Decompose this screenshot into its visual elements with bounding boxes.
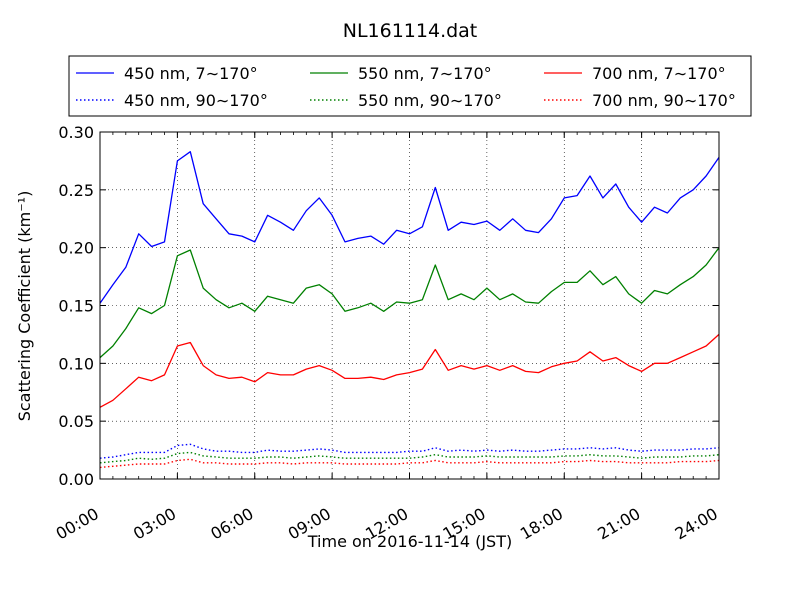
x-tick-label: 18:00 <box>517 504 566 544</box>
series-line-2 <box>99 247 720 359</box>
series-line-1 <box>99 443 720 459</box>
series-lines <box>99 151 720 469</box>
chart-legend: 450 nm, 7∼170° 550 nm, 7∼170° 700 nm, 7∼17… <box>68 55 752 117</box>
y-axis: 0.00 0.05 0.10 0.15 0.20 0.25 0.30 <box>58 123 719 489</box>
x-tick-label: 24:00 <box>672 504 721 544</box>
legend-label: 550 nm, 7∼170° <box>358 64 492 83</box>
y-tick-label: 0.05 <box>58 412 94 431</box>
chart-title: NL161114.dat <box>343 20 478 42</box>
legend-label: 450 nm, 7∼170° <box>124 64 258 83</box>
legend-label: 700 nm, 90∼170° <box>592 91 736 110</box>
series-line-3 <box>99 451 720 464</box>
legend-frame <box>68 55 752 117</box>
legend-label: 550 nm, 90∼170° <box>358 91 502 110</box>
x-tick-label: 03:00 <box>130 504 179 544</box>
y-tick-label: 0.10 <box>58 354 94 373</box>
x-tick-label: 06:00 <box>207 504 256 544</box>
y-tick-label: 0.00 <box>58 470 94 489</box>
series-line-0 <box>99 151 720 304</box>
y-tick-label: 0.15 <box>58 297 94 316</box>
x-tick-label: 21:00 <box>594 504 643 544</box>
series-line-4 <box>99 333 720 408</box>
legend-label: 700 nm, 7∼170° <box>592 64 726 83</box>
grid <box>99 131 720 480</box>
x-tick-label: 00:00 <box>53 504 102 544</box>
x-axis-label: Time on 2016-11-14 (JST) <box>307 532 512 551</box>
series-line-5 <box>99 458 720 469</box>
y-tick-label: 0.30 <box>58 123 94 142</box>
y-axis-label: Scattering Coefficient (km⁻¹) <box>15 191 34 422</box>
y-tick-label: 0.25 <box>58 181 94 200</box>
legend-entries: 450 nm, 7∼170° 550 nm, 7∼170° 700 nm, 7∼17… <box>76 64 736 110</box>
legend-label: 450 nm, 90∼170° <box>124 91 268 110</box>
y-tick-label: 0.20 <box>58 239 94 258</box>
